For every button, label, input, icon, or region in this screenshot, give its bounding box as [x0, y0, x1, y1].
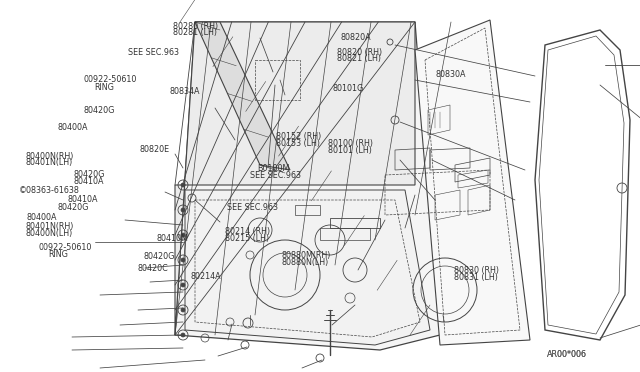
Circle shape [181, 333, 185, 337]
Text: 80400A: 80400A [27, 213, 58, 222]
Polygon shape [415, 20, 530, 345]
Polygon shape [175, 22, 415, 335]
Text: 80410A: 80410A [67, 195, 98, 204]
Text: 00922-50610: 00922-50610 [83, 76, 136, 84]
Text: 80214A: 80214A [191, 272, 221, 280]
Circle shape [181, 233, 185, 237]
Text: SEE SEC.963: SEE SEC.963 [128, 48, 179, 57]
Text: 80420G: 80420G [74, 170, 105, 179]
Text: ©08363-61638: ©08363-61638 [19, 186, 80, 195]
Text: 80400N(RH): 80400N(RH) [26, 152, 74, 161]
Circle shape [181, 258, 185, 262]
Text: 80215 (LH): 80215 (LH) [225, 234, 269, 243]
Text: 80101 (LH): 80101 (LH) [328, 146, 372, 155]
Polygon shape [195, 22, 290, 170]
Text: 00922-50610: 00922-50610 [38, 243, 92, 252]
Polygon shape [175, 22, 440, 350]
Text: 80153 (LH): 80153 (LH) [276, 139, 321, 148]
Text: 80820A: 80820A [340, 33, 371, 42]
Text: 80820 (RH): 80820 (RH) [337, 48, 383, 57]
Text: 80281 (LH): 80281 (LH) [173, 28, 217, 37]
Text: AR00*006: AR00*006 [547, 350, 588, 359]
Circle shape [181, 183, 185, 187]
Text: 80830A: 80830A [435, 70, 466, 79]
Text: AR00*006: AR00*006 [547, 350, 588, 359]
Text: 80401N(RH): 80401N(RH) [26, 222, 74, 231]
Text: 80821 (LH): 80821 (LH) [337, 54, 381, 63]
Circle shape [181, 208, 185, 212]
Text: 80410A: 80410A [74, 177, 104, 186]
Text: 80880N(LH): 80880N(LH) [282, 258, 329, 267]
Text: 80420G: 80420G [83, 106, 115, 115]
Text: 80831 (LH): 80831 (LH) [454, 273, 499, 282]
Text: SEE SEC.963: SEE SEC.963 [250, 171, 301, 180]
Text: 80101G: 80101G [333, 84, 364, 93]
Text: 80100 (RH): 80100 (RH) [328, 139, 372, 148]
Text: 80410M: 80410M [157, 234, 189, 243]
Text: 80401N(LH): 80401N(LH) [26, 158, 73, 167]
Text: 80880M(RH): 80880M(RH) [282, 251, 331, 260]
Text: 80420G: 80420G [58, 203, 89, 212]
Text: 80400N(LH): 80400N(LH) [26, 229, 73, 238]
Text: 80830 (RH): 80830 (RH) [454, 266, 499, 275]
Text: RING: RING [95, 83, 115, 92]
Text: 80420G: 80420G [144, 252, 175, 261]
Text: 80152 (RH): 80152 (RH) [276, 132, 322, 141]
Text: 80820E: 80820E [140, 145, 170, 154]
Text: 80280 (RH): 80280 (RH) [173, 22, 218, 31]
Text: 80400A: 80400A [58, 123, 88, 132]
Text: RING: RING [48, 250, 68, 259]
Text: SEE SEC.963: SEE SEC.963 [227, 203, 278, 212]
Text: 80420C: 80420C [138, 264, 168, 273]
Circle shape [181, 308, 185, 312]
Circle shape [181, 283, 185, 287]
Text: 80214 (RH): 80214 (RH) [225, 227, 271, 236]
Text: B0100M: B0100M [257, 164, 290, 173]
Text: 80834A: 80834A [170, 87, 200, 96]
Polygon shape [185, 190, 430, 345]
